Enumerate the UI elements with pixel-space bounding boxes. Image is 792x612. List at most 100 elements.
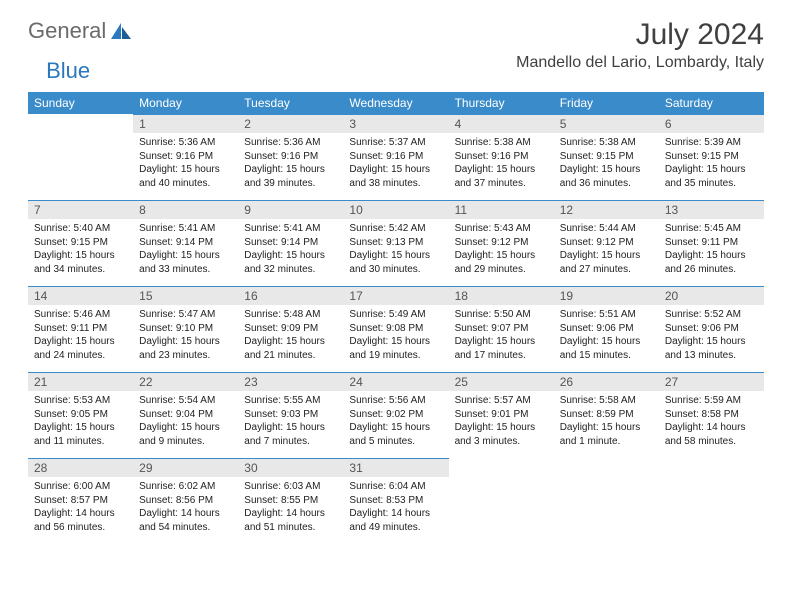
daylight-line: Daylight: 14 hours and 54 minutes.: [139, 507, 232, 534]
daylight-line: Daylight: 14 hours and 56 minutes.: [34, 507, 127, 534]
day-number: 2: [238, 115, 343, 133]
sunrise-line: Sunrise: 5:48 AM: [244, 308, 337, 322]
calendar-week: 1Sunrise: 5:36 AMSunset: 9:16 PMDaylight…: [28, 114, 764, 200]
calendar-cell: 15Sunrise: 5:47 AMSunset: 9:10 PMDayligh…: [133, 286, 238, 372]
sun-data: Sunrise: 5:49 AMSunset: 9:08 PMDaylight:…: [343, 305, 448, 366]
day-cell: 24Sunrise: 5:56 AMSunset: 9:02 PMDayligh…: [343, 372, 448, 452]
sunrise-line: Sunrise: 6:04 AM: [349, 480, 442, 494]
calendar-cell: 20Sunrise: 5:52 AMSunset: 9:06 PMDayligh…: [659, 286, 764, 372]
calendar-cell: 14 Sunrise: 5:46 AMSunset: 9:11 PMDayligh…: [28, 286, 133, 372]
daylight-line: Daylight: 15 hours and 21 minutes.: [244, 335, 337, 362]
day-cell: 5Sunrise: 5:38 AMSunset: 9:15 PMDaylight…: [554, 114, 659, 194]
sunrise-line: Sunrise: 5:58 AM: [560, 394, 653, 408]
calendar-week: 21Sunrise: 5:53 AMSunset: 9:05 PMDayligh…: [28, 372, 764, 458]
sun-data: Sunrise: 6:04 AMSunset: 8:53 PMDaylight:…: [343, 477, 448, 538]
sunset-line: Sunset: 9:11 PM: [34, 322, 127, 336]
sunset-line: Sunset: 9:05 PM: [34, 408, 127, 422]
day-cell: 20Sunrise: 5:52 AMSunset: 9:06 PMDayligh…: [659, 286, 764, 366]
sunset-line: Sunset: 9:16 PM: [349, 150, 442, 164]
day-cell: 3Sunrise: 5:37 AMSunset: 9:16 PMDaylight…: [343, 114, 448, 194]
sunset-line: Sunset: 9:07 PM: [455, 322, 548, 336]
location: Mandello del Lario, Lombardy, Italy: [516, 54, 764, 72]
weekday-header: Friday: [554, 92, 659, 114]
sun-data: Sunrise: 5:54 AMSunset: 9:04 PMDaylight:…: [133, 391, 238, 452]
daylight-line: Daylight: 15 hours and 7 minutes.: [244, 421, 337, 448]
day-cell: 1Sunrise: 5:36 AMSunset: 9:16 PMDaylight…: [133, 114, 238, 194]
sun-data: Sunrise: 5:58 AMSunset: 8:59 PMDaylight:…: [554, 391, 659, 452]
day-number: 23: [238, 373, 343, 391]
sunrise-line: Sunrise: 5:38 AM: [560, 136, 653, 150]
sunset-line: Sunset: 9:02 PM: [349, 408, 442, 422]
sun-data: Sunrise: 5:56 AMSunset: 9:02 PMDaylight:…: [343, 391, 448, 452]
sunrise-line: Sunrise: 6:02 AM: [139, 480, 232, 494]
day-cell: 13Sunrise: 5:45 AMSunset: 9:11 PMDayligh…: [659, 200, 764, 280]
calendar-cell: 23Sunrise: 5:55 AMSunset: 9:03 PMDayligh…: [238, 372, 343, 458]
day-number: 12: [554, 201, 659, 219]
daylight-line: Daylight: 15 hours and 37 minutes.: [455, 163, 548, 190]
day-cell: 17Sunrise: 5:49 AMSunset: 9:08 PMDayligh…: [343, 286, 448, 366]
daylight-line: Daylight: 14 hours and 58 minutes.: [665, 421, 758, 448]
sunrise-line: Sunrise: 5:52 AM: [665, 308, 758, 322]
calendar-cell: [554, 458, 659, 544]
weekday-header: Saturday: [659, 92, 764, 114]
sunrise-line: Sunrise: 5:51 AM: [560, 308, 653, 322]
calendar-cell: 12Sunrise: 5:44 AMSunset: 9:12 PMDayligh…: [554, 200, 659, 286]
sunrise-line: Sunrise: 5:41 AM: [139, 222, 232, 236]
day-number: 19: [554, 287, 659, 305]
day-cell: 4Sunrise: 5:38 AMSunset: 9:16 PMDaylight…: [449, 114, 554, 194]
day-number: 4: [449, 115, 554, 133]
sun-data: Sunrise: 5:43 AMSunset: 9:12 PMDaylight:…: [449, 219, 554, 280]
daylight-line: Daylight: 15 hours and 35 minutes.: [665, 163, 758, 190]
daylight-line: Daylight: 15 hours and 26 minutes.: [665, 249, 758, 276]
sun-data: Sunrise: 6:00 AMSunset: 8:57 PMDaylight:…: [28, 477, 133, 538]
calendar-cell: 6Sunrise: 5:39 AMSunset: 9:15 PMDaylight…: [659, 114, 764, 200]
day-cell: 16Sunrise: 5:48 AMSunset: 9:09 PMDayligh…: [238, 286, 343, 366]
day-number: 16: [238, 287, 343, 305]
calendar-cell: 24Sunrise: 5:56 AMSunset: 9:02 PMDayligh…: [343, 372, 448, 458]
sun-data: Sunrise: 5:40 AMSunset: 9:15 PMDaylight:…: [28, 219, 133, 280]
calendar-cell: 31Sunrise: 6:04 AMSunset: 8:53 PMDayligh…: [343, 458, 448, 544]
sunset-line: Sunset: 9:03 PM: [244, 408, 337, 422]
calendar-week: 28Sunrise: 6:00 AMSunset: 8:57 PMDayligh…: [28, 458, 764, 544]
sunrise-line: Sunrise: 5:46 AM: [34, 308, 127, 322]
calendar-head: SundayMondayTuesdayWednesdayThursdayFrid…: [28, 92, 764, 114]
sunset-line: Sunset: 8:53 PM: [349, 494, 442, 508]
day-number: 20: [659, 287, 764, 305]
day-cell: 25Sunrise: 5:57 AMSunset: 9:01 PMDayligh…: [449, 372, 554, 452]
daylight-line: Daylight: 15 hours and 11 minutes.: [34, 421, 127, 448]
weekday-row: SundayMondayTuesdayWednesdayThursdayFrid…: [28, 92, 764, 114]
sun-data: Sunrise: 5:41 AMSunset: 9:14 PMDaylight:…: [133, 219, 238, 280]
sunset-line: Sunset: 8:56 PM: [139, 494, 232, 508]
weekday-header: Tuesday: [238, 92, 343, 114]
day-cell: 11Sunrise: 5:43 AMSunset: 9:12 PMDayligh…: [449, 200, 554, 280]
daylight-line: Daylight: 15 hours and 30 minutes.: [349, 249, 442, 276]
sun-data: Sunrise: 5:48 AMSunset: 9:09 PMDaylight:…: [238, 305, 343, 366]
day-cell: 9Sunrise: 5:41 AMSunset: 9:14 PMDaylight…: [238, 200, 343, 280]
sunrise-line: Sunrise: 5:43 AM: [455, 222, 548, 236]
sunset-line: Sunset: 9:04 PM: [139, 408, 232, 422]
sun-data: Sunrise: 5:45 AMSunset: 9:11 PMDaylight:…: [659, 219, 764, 280]
calendar-cell: 26Sunrise: 5:58 AMSunset: 8:59 PMDayligh…: [554, 372, 659, 458]
sun-data: Sunrise: 6:02 AMSunset: 8:56 PMDaylight:…: [133, 477, 238, 538]
daylight-line: Daylight: 15 hours and 33 minutes.: [139, 249, 232, 276]
daylight-line: Daylight: 15 hours and 27 minutes.: [560, 249, 653, 276]
sunrise-line: Sunrise: 5:47 AM: [139, 308, 232, 322]
sunset-line: Sunset: 9:16 PM: [455, 150, 548, 164]
calendar-cell: 30Sunrise: 6:03 AMSunset: 8:55 PMDayligh…: [238, 458, 343, 544]
sun-data: Sunrise: 5:51 AMSunset: 9:06 PMDaylight:…: [554, 305, 659, 366]
calendar-table: SundayMondayTuesdayWednesdayThursdayFrid…: [28, 92, 764, 544]
sunset-line: Sunset: 9:15 PM: [560, 150, 653, 164]
day-number: 14: [28, 287, 133, 305]
calendar-cell: 25Sunrise: 5:57 AMSunset: 9:01 PMDayligh…: [449, 372, 554, 458]
sunrise-line: Sunrise: 5:59 AM: [665, 394, 758, 408]
sunrise-line: Sunrise: 5:53 AM: [34, 394, 127, 408]
month-title: July 2024: [516, 18, 764, 52]
day-number: 10: [343, 201, 448, 219]
weekday-header: Thursday: [449, 92, 554, 114]
day-cell: 8Sunrise: 5:41 AMSunset: 9:14 PMDaylight…: [133, 200, 238, 280]
sunrise-line: Sunrise: 5:57 AM: [455, 394, 548, 408]
daylight-line: Daylight: 15 hours and 24 minutes.: [34, 335, 127, 362]
sunset-line: Sunset: 9:15 PM: [34, 236, 127, 250]
day-number: 26: [554, 373, 659, 391]
sunrise-line: Sunrise: 5:54 AM: [139, 394, 232, 408]
